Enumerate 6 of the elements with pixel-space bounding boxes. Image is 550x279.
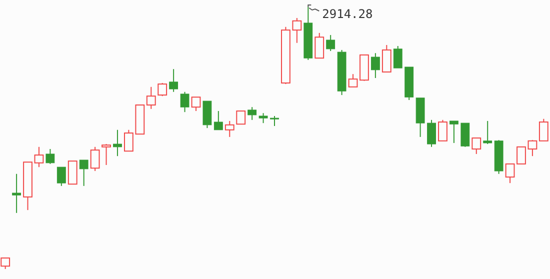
candlestick [270, 115, 279, 126]
candlestick [113, 129, 122, 157]
annotation: 2914.28 [322, 7, 373, 21]
candlestick [46, 148, 55, 164]
candlestick [12, 173, 21, 214]
candlestick [326, 34, 336, 52]
